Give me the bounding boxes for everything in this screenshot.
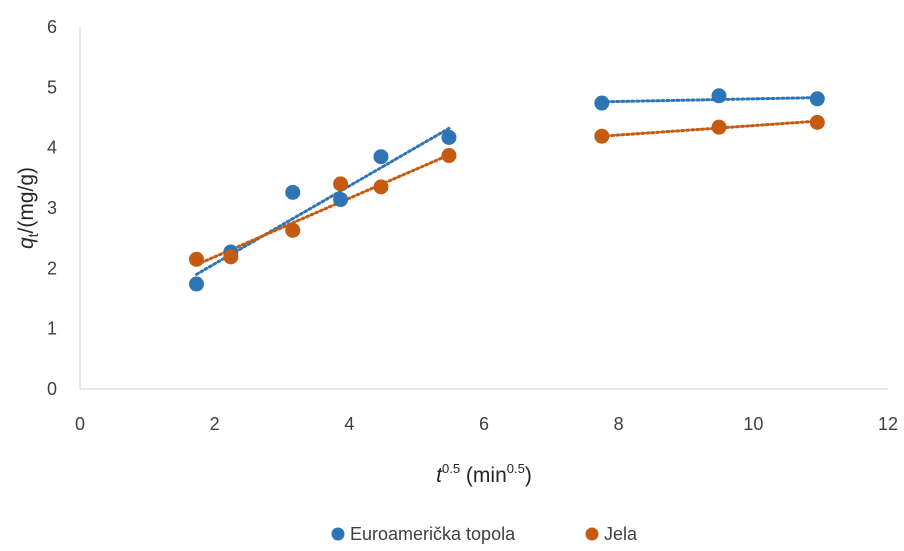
x-tick-label: 10	[743, 414, 763, 434]
trendline	[600, 119, 819, 138]
y-axis-var: q	[15, 237, 38, 249]
y-tick-label: 3	[47, 198, 57, 218]
legend-marker	[585, 527, 599, 541]
x-tick-label: 8	[614, 414, 624, 434]
y-axis-title: qt/(mg/g)	[15, 167, 41, 249]
y-axis-rest: /(mg/g)	[15, 167, 38, 234]
legend-label: Jela	[604, 524, 638, 544]
data-point	[711, 88, 727, 104]
y-tick-label: 0	[47, 379, 57, 399]
trendline	[194, 126, 451, 276]
x-tick-label: 6	[479, 414, 489, 434]
x-axis-unit-sup: 0.5	[507, 461, 525, 476]
trendline	[194, 153, 451, 267]
legend-marker	[331, 527, 345, 541]
data-point	[188, 251, 204, 267]
data-point	[441, 129, 457, 145]
x-axis-var: t	[436, 464, 443, 487]
x-axis-unit-prefix: (min	[466, 464, 507, 487]
data-point	[223, 249, 239, 265]
y-tick-label: 5	[47, 77, 57, 97]
x-tick-label: 2	[210, 414, 220, 434]
axes	[79, 27, 888, 390]
data-points	[188, 88, 825, 292]
data-point	[373, 149, 389, 165]
data-point	[809, 114, 825, 130]
data-point	[594, 128, 610, 144]
y-tick-label: 4	[47, 138, 57, 158]
x-tick-label: 0	[75, 414, 85, 434]
y-tick-label: 1	[47, 319, 57, 339]
y-tick-labels: 0 1 2 3 4 5 6	[47, 17, 57, 399]
x-axis-title: t0.5 (min0.5)	[436, 461, 532, 487]
data-point	[333, 176, 349, 192]
y-tick-label: 2	[47, 258, 57, 278]
trendline	[600, 96, 819, 104]
x-axis-unit-suffix: )	[525, 464, 532, 487]
legend-label: Euroamerička topola	[350, 524, 516, 544]
x-axis-var-sup: 0.5	[442, 461, 460, 476]
x-tick-labels: 0 2 4 6 8 10 12	[75, 414, 898, 434]
y-tick-label: 6	[47, 17, 57, 37]
data-point	[809, 91, 825, 107]
data-point	[285, 222, 301, 238]
legend: Euroamerička topola Jela	[331, 524, 638, 544]
data-point	[373, 179, 389, 195]
data-point	[441, 148, 457, 164]
data-point	[594, 95, 610, 111]
trendlines	[194, 96, 819, 276]
data-point	[188, 276, 204, 292]
y-axis-var-sub: t	[25, 233, 41, 237]
data-point	[333, 192, 349, 208]
x-tick-label: 4	[344, 414, 354, 434]
data-point	[711, 119, 727, 135]
data-point	[285, 184, 301, 200]
x-tick-label: 12	[878, 414, 898, 434]
